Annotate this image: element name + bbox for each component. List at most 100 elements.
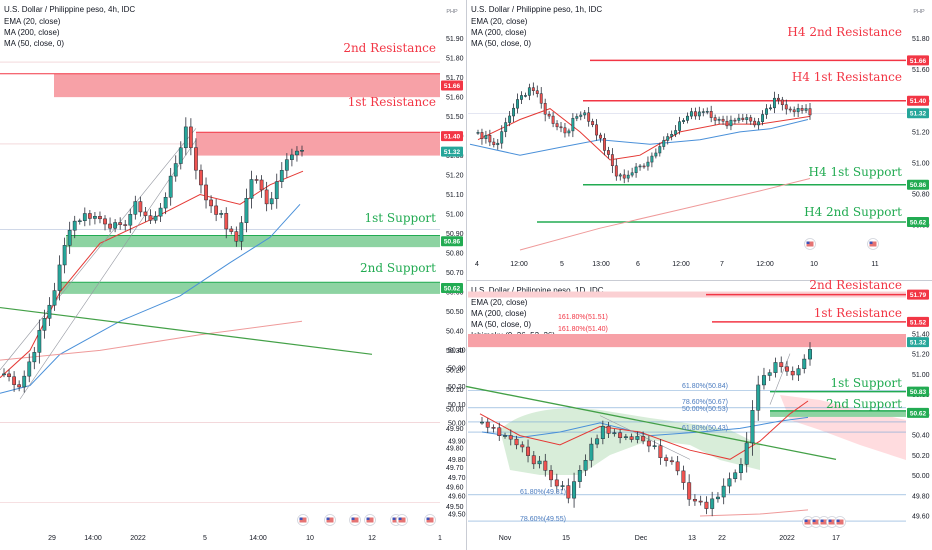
chart-1d-candle <box>583 460 588 471</box>
chart-4h-levels <box>0 61 440 503</box>
economic-event-icon[interactable] <box>424 514 436 526</box>
chart-1d-y-tick: 50.00 <box>448 420 466 427</box>
chart-4h-y-tick: 49.70 <box>446 465 464 472</box>
chart-1d-x-tick: 15 <box>562 535 570 542</box>
chart-4h-y-tick: 51.50 <box>446 114 464 121</box>
chart-1h-candle <box>516 99 519 109</box>
chart-4h-level-label: 2nd Support <box>360 261 436 275</box>
chart-4h-x-tick: 5 <box>203 535 207 542</box>
event-icon-canton <box>812 519 816 522</box>
chart-1h-x-tick: 12:00 <box>756 261 774 268</box>
economic-event-icon[interactable] <box>324 514 336 526</box>
chart-4h-y-tick: 50.10 <box>446 387 464 394</box>
chart-4h-y-tick: 50.70 <box>446 270 464 277</box>
chart-1h-candle <box>745 117 749 120</box>
chart-4h-x-tick: 10 <box>306 535 314 542</box>
chart-4h-y-tick: 49.50 <box>446 504 464 511</box>
chart-4h-candle <box>188 126 193 148</box>
chart-1d-candle <box>738 464 743 474</box>
ma50-line <box>0 203 301 394</box>
chart-4h-candle <box>62 245 67 266</box>
chart-1h-candle <box>555 123 559 128</box>
chart-1d-candle <box>808 349 812 360</box>
event-icon-canton <box>836 519 840 522</box>
economic-event-icon[interactable] <box>364 514 376 526</box>
chart-4h-price-tag-bg <box>441 283 463 294</box>
chart-1h-candle <box>551 115 555 124</box>
chart-1h-candle <box>634 166 638 174</box>
chart-1h-time-axis[interactable]: 4 12:00 5 13:00 6 12:00 7 12:00 10 11 <box>475 261 879 268</box>
fib-label: 61.80%(50.84) <box>682 383 728 390</box>
event-icon-canton <box>869 241 873 244</box>
chart-1d-candle <box>566 485 571 499</box>
chart-1h-panel[interactable]: U.S. Dollar / Philippine peso, 1h, IDC E… <box>468 5 930 268</box>
chart-4h-y-tick: 49.80 <box>446 445 464 452</box>
event-icon-canton <box>426 517 430 520</box>
chart-4h-last-price: 51.32 <box>444 149 461 156</box>
chart-1h-x-tick: 11 <box>871 261 878 268</box>
chart-4h-candle <box>204 184 208 201</box>
chart-4h-candle <box>229 228 234 232</box>
chart-1h-x-tick: 12:00 <box>510 261 528 268</box>
chart-1d-level-label: 2nd Resistance <box>809 278 902 292</box>
chart-1h-candle <box>500 131 504 144</box>
chart-1d-y-tick: 50.10 <box>448 402 466 409</box>
chart-4h-x-tick: 14:00 <box>249 535 267 542</box>
chart-1h-currency: PHP <box>913 9 925 15</box>
chart-4h-price-tag: 50.62 <box>444 285 461 292</box>
chart-1h-candle <box>579 114 583 117</box>
chart-1d-right-tick: 50.00 <box>912 473 930 480</box>
chart-1d-candle <box>756 384 761 411</box>
economic-event-icon[interactable] <box>834 516 846 528</box>
chart-1d-candle <box>664 457 669 461</box>
chart-4h-legend-ma50: MA (50, close, 0) <box>4 39 64 48</box>
chart-1d-panel[interactable]: U.S. Dollar / Philippine peso, 1D, IDC E… <box>448 278 930 542</box>
chart-1d-y-tick: 49.70 <box>448 475 466 482</box>
economic-event-icon[interactable] <box>810 516 822 528</box>
chart-4h-level-labels: 2nd Resistance 1st Resistance 1st Support 2… <box>343 41 463 294</box>
chart-1d-x-tick: 13 <box>688 535 696 542</box>
chart-1d-price-tag-bg <box>907 386 929 397</box>
chart-1d-time-axis[interactable]: Nov 15 Dec 13 22 2022 17 <box>499 535 840 542</box>
chart-1d-candle <box>508 435 513 440</box>
chart-4h-indicator-lines <box>0 128 373 400</box>
chart-1d-candle <box>641 436 646 442</box>
chart-4h-panel[interactable]: U.S. Dollar / Philippine peso, 4h, IDC E… <box>0 0 466 550</box>
chart-4h-candle <box>254 179 259 181</box>
chart-1h-candle <box>769 107 772 110</box>
chart-1h-legend-ma200: MA (200, close) <box>471 28 527 37</box>
chart-4h-time-axis[interactable]: 29 14:00 2022 5 14:00 10 12 1 <box>48 535 442 542</box>
chart-4h-candle <box>27 361 32 377</box>
chart-1d-price-tag-bg <box>907 289 929 300</box>
chart-4h-candle <box>128 214 133 226</box>
economic-event-icon[interactable] <box>804 238 816 250</box>
chart-1d-candle <box>589 443 594 461</box>
chart-4h-candle <box>300 150 304 152</box>
economic-event-icon[interactable] <box>349 514 361 526</box>
support-2-zone <box>60 282 440 294</box>
chart-1h-candle <box>733 119 737 122</box>
chart-1h-candle <box>626 174 630 179</box>
event-icon-canton <box>828 519 832 522</box>
economic-event-icon[interactable] <box>867 238 879 250</box>
chart-4h-candle <box>57 264 62 291</box>
chart-1d-candle <box>635 436 640 440</box>
chart-1h-candle <box>776 97 780 101</box>
chart-1d-candle <box>549 470 554 481</box>
chart-1d-candle <box>750 410 755 444</box>
event-icon-flag <box>398 517 406 523</box>
chart-4h-candle <box>290 154 294 160</box>
chart-1h-candle <box>527 87 531 96</box>
chart-1d-candle <box>612 432 617 435</box>
event-icon-flag <box>806 241 814 247</box>
chart-1d-y-tick: 49.60 <box>448 493 466 500</box>
economic-event-icon[interactable] <box>297 514 309 526</box>
chart-4h-candle <box>199 169 203 186</box>
economic-event-icon[interactable] <box>396 514 408 526</box>
chart-1h-candle <box>587 112 591 122</box>
chart-1h-last-price: 51.32 <box>910 111 927 118</box>
chart-1h-level-label: H4 2nd Resistance <box>787 25 902 39</box>
chart-1d-price-tag-bg <box>907 316 929 327</box>
chart-4h-level-label: 1st Resistance <box>348 95 436 109</box>
